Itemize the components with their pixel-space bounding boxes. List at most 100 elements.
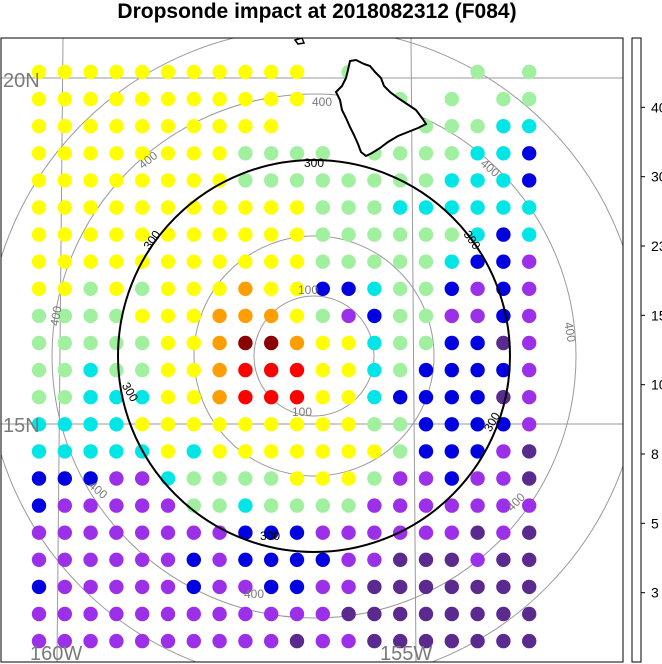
dropsonde-point [444, 606, 459, 622]
dropsonde-point [83, 119, 98, 134]
dropsonde-point [31, 417, 47, 432]
dropsonde-point [496, 606, 511, 622]
dropsonde-point [57, 335, 72, 351]
dropsonde-point [522, 335, 537, 351]
dropsonde-point [418, 444, 434, 459]
dropsonde-point [315, 362, 330, 378]
dropsonde-point [160, 633, 176, 649]
dropsonde-point [496, 119, 511, 134]
dropsonde-point [341, 254, 356, 269]
dropsonde-point [31, 606, 47, 622]
dropsonde-point [212, 281, 227, 296]
dropsonde-point [393, 281, 408, 296]
dropsonde-point [264, 200, 279, 215]
dropsonde-point [109, 417, 124, 432]
dropsonde-point [57, 471, 72, 486]
dropsonde-point [444, 146, 459, 161]
dropsonde-point [264, 335, 279, 351]
dropsonde-point [109, 227, 124, 242]
dropsonde-point [470, 308, 485, 324]
dropsonde-point [109, 579, 124, 595]
dropsonde-point [109, 91, 124, 107]
dropsonde-point [238, 173, 253, 188]
dropsonde-point [83, 281, 98, 296]
dropsonde-point [522, 498, 537, 513]
dropsonde-point [367, 552, 382, 567]
dropsonde-point [186, 417, 201, 432]
dropsonde-point [186, 552, 201, 567]
dropsonde-point [160, 362, 176, 378]
dropsonde-point [522, 471, 537, 486]
dropsonde-point [212, 552, 227, 567]
dropsonde-point [264, 146, 279, 161]
dropsonde-point [496, 362, 511, 378]
dropsonde-point [57, 227, 72, 242]
dropsonde-point [135, 525, 150, 540]
dropsonde-point [393, 444, 408, 459]
dropsonde-point [444, 525, 459, 540]
dropsonde-point [238, 308, 253, 324]
dropsonde-point [393, 417, 408, 432]
dropsonde-point [160, 335, 176, 351]
dropsonde-point [212, 417, 227, 432]
dropsonde-point [57, 525, 72, 540]
dropsonde-point [496, 91, 511, 107]
dropsonde-point [186, 390, 201, 405]
dropsonde-point [444, 390, 459, 405]
dropsonde-point [418, 471, 434, 486]
dropsonde-point [367, 417, 382, 432]
dropsonde-point [186, 362, 201, 378]
dropsonde-point [186, 254, 201, 269]
dropsonde-point [315, 200, 330, 215]
dropsonde-point [367, 335, 382, 351]
dropsonde-point [57, 633, 72, 649]
dropsonde-point [264, 471, 279, 486]
dropsonde-point [289, 579, 305, 595]
dropsonde-point [418, 606, 434, 622]
dropsonde-point [31, 579, 47, 595]
dropsonde-point [57, 200, 72, 215]
dropsonde-point [31, 498, 47, 513]
dropsonde-point [83, 308, 98, 324]
dropsonde-point [341, 308, 356, 324]
dropsonde-point [135, 498, 150, 513]
colorbar-label: 15 [651, 307, 662, 323]
dropsonde-point [315, 308, 330, 324]
dropsonde-point [31, 525, 47, 540]
dropsonde-point [160, 308, 176, 324]
dropsonde-point [109, 552, 124, 567]
dropsonde-point [109, 498, 124, 513]
dropsonde-point [393, 227, 408, 242]
dropsonde-point [57, 64, 72, 80]
dropsonde-point [470, 227, 485, 242]
dropsonde-point [83, 173, 98, 188]
dropsonde-point [367, 227, 382, 242]
dropsonde-point [109, 444, 124, 459]
colorbar-label: 10 [651, 377, 662, 393]
dropsonde-point [367, 498, 382, 513]
dropsonde-point [341, 173, 356, 188]
dropsonde-point [315, 498, 330, 513]
dropsonde-point [135, 633, 150, 649]
dropsonde-point [212, 579, 227, 595]
dropsonde-point [83, 525, 98, 540]
dropsonde-point [109, 200, 124, 215]
dropsonde-point [315, 173, 330, 188]
dropsonde-point [496, 227, 511, 242]
dropsonde-point [186, 146, 201, 161]
dropsonde-point [212, 91, 227, 107]
dropsonde-point [393, 471, 408, 486]
dropsonde-point [238, 633, 253, 649]
dropsonde-point [31, 552, 47, 567]
dropsonde-point [341, 227, 356, 242]
range-ring-200 [193, 235, 435, 477]
dropsonde-point [186, 308, 201, 324]
dropsonde-point [238, 471, 253, 486]
dropsonde-point [289, 362, 305, 378]
colorbar-label: 3 [651, 585, 659, 601]
dropsonde-point [393, 308, 408, 324]
dropsonde-point [135, 200, 150, 215]
dropsonde-point [160, 471, 176, 486]
dropsonde-point [470, 633, 485, 649]
